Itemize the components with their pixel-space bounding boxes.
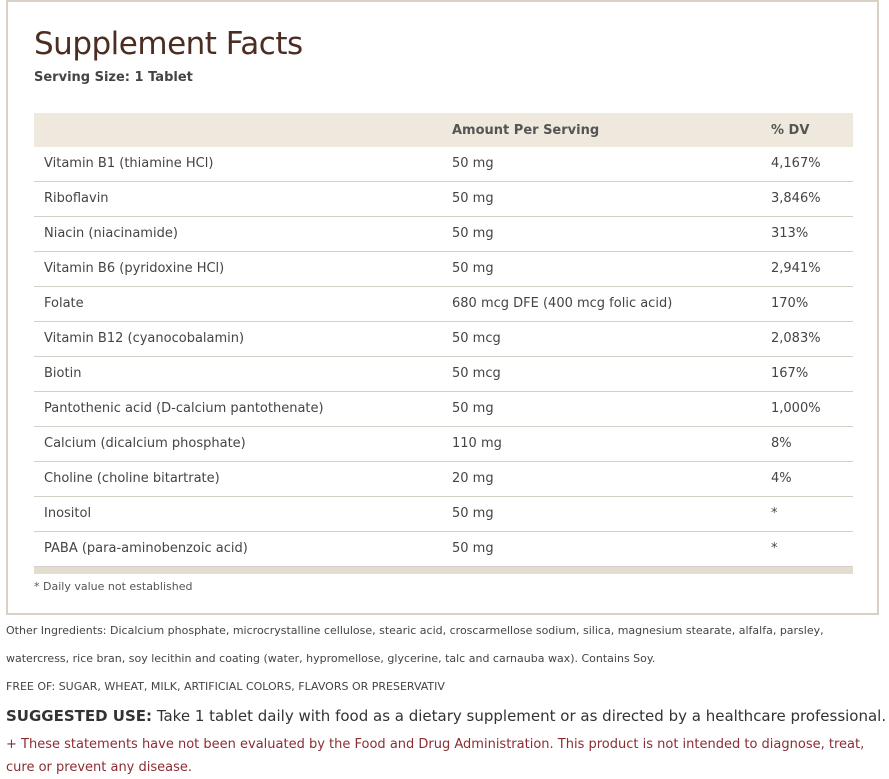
amount-per-serving: 50 mcg [452, 331, 501, 346]
other-ingredients-line2: watercress, rice bran, soy lecithin and … [6, 652, 656, 665]
suggested-use-text: Take 1 tablet daily with food as a dieta… [152, 707, 887, 725]
amount-per-serving: 50 mg [452, 226, 494, 241]
header-amount: Amount Per Serving [452, 123, 600, 138]
fda-disclaimer: + These statements have not been evaluat… [6, 737, 865, 775]
supplement-table: Amount Per Serving % DV Vitamin B1 (thia… [34, 113, 853, 574]
nutrient-name: PABA (para-aminobenzoic acid) [44, 541, 248, 556]
amount-per-serving: 20 mg [452, 471, 494, 486]
header-dv: % DV [771, 123, 810, 138]
daily-value: 2,083% [771, 331, 821, 346]
amount-per-serving: 50 mcg [452, 366, 501, 381]
table-header: Amount Per Serving % DV [34, 113, 853, 147]
serving-size: Serving Size: 1 Tablet [34, 70, 193, 85]
nutrient-name: Folate [44, 296, 84, 311]
daily-value: 4% [771, 471, 792, 486]
supplement-facts-panel: Supplement Facts Serving Size: 1 Tablet … [6, 0, 879, 615]
amount-per-serving: 50 mg [452, 156, 494, 171]
amount-per-serving: 50 mg [452, 401, 494, 416]
nutrient-name: Choline (choline bitartrate) [44, 471, 220, 486]
amount-per-serving: 50 mg [452, 261, 494, 276]
daily-value: 170% [771, 296, 809, 311]
nutrient-name: Inositol [44, 506, 92, 521]
nutrient-name: Pantothenic acid (D-calcium pantothenate… [44, 401, 324, 416]
daily-value: 313% [771, 226, 809, 241]
nutrient-name: Vitamin B12 (cyanocobalamin) [44, 331, 245, 346]
daily-value: * [771, 541, 778, 556]
table-body: Vitamin B1 (thiamine HCl) 50 mg 4,167% Ribo… [34, 147, 853, 567]
table-row: Biotin 50 mcg 167% [34, 357, 853, 392]
daily-value: 3,846% [771, 191, 821, 206]
nutrient-name: Biotin [44, 366, 82, 381]
daily-value: 8% [771, 436, 792, 451]
nutrient-name: Riboflavin [44, 191, 109, 206]
daily-value: * [771, 506, 778, 521]
suggested-use: SUGGESTED USE: Take 1 tablet daily with … [6, 707, 886, 725]
daily-value: 167% [771, 366, 809, 381]
daily-value: 4,167% [771, 156, 821, 171]
daily-value: 1,000% [771, 401, 821, 416]
amount-per-serving: 50 mg [452, 541, 494, 556]
table-row: PABA (para-aminobenzoic acid) 50 mg * [34, 532, 853, 567]
table-row: Vitamin B12 (cyanocobalamin) 50 mcg 2,083% [34, 322, 853, 357]
nutrient-name: Vitamin B1 (thiamine HCl) [44, 156, 214, 171]
table-row: Vitamin B1 (thiamine HCl) 50 mg 4,167% [34, 147, 853, 182]
nutrient-name: Niacin (niacinamide) [44, 226, 178, 241]
table-row: Calcium (dicalcium phosphate) 110 mg 8% [34, 427, 853, 462]
amount-per-serving: 50 mg [452, 506, 494, 521]
amount-per-serving: 50 mg [452, 191, 494, 206]
table-row: Vitamin B6 (pyridoxine HCl) 50 mg 2,941% [34, 252, 853, 287]
amount-per-serving: 680 mcg DFE (400 mcg folic acid) [452, 296, 673, 311]
amount-per-serving: 110 mg [452, 436, 502, 451]
table-row: Niacin (niacinamide) 50 mg 313% [34, 217, 853, 252]
table-row: Folate 680 mcg DFE (400 mcg folic acid) 17… [34, 287, 853, 322]
daily-value: 2,941% [771, 261, 821, 276]
suggested-use-label: SUGGESTED USE: [6, 707, 153, 725]
free-of-statement: FREE OF: SUGAR, WHEAT, MILK, ARTIFICIAL … [6, 680, 445, 693]
table-bottom-bar [34, 567, 853, 574]
table-row: Riboflavin 50 mg 3,846% [34, 182, 853, 217]
page-title: Supplement Facts [34, 26, 303, 62]
table-row: Inositol 50 mg * [34, 497, 853, 532]
nutrient-name: Vitamin B6 (pyridoxine HCl) [44, 261, 225, 276]
table-row: Pantothenic acid (D-calcium pantothenate… [34, 392, 853, 427]
nutrient-name: Calcium (dicalcium phosphate) [44, 436, 246, 451]
daily-value-footnote: * Daily value not established [34, 580, 193, 593]
other-ingredients-line1: Other Ingredients: Dicalcium phosphate, … [6, 624, 824, 637]
table-row: Choline (choline bitartrate) 20 mg 4% [34, 462, 853, 497]
